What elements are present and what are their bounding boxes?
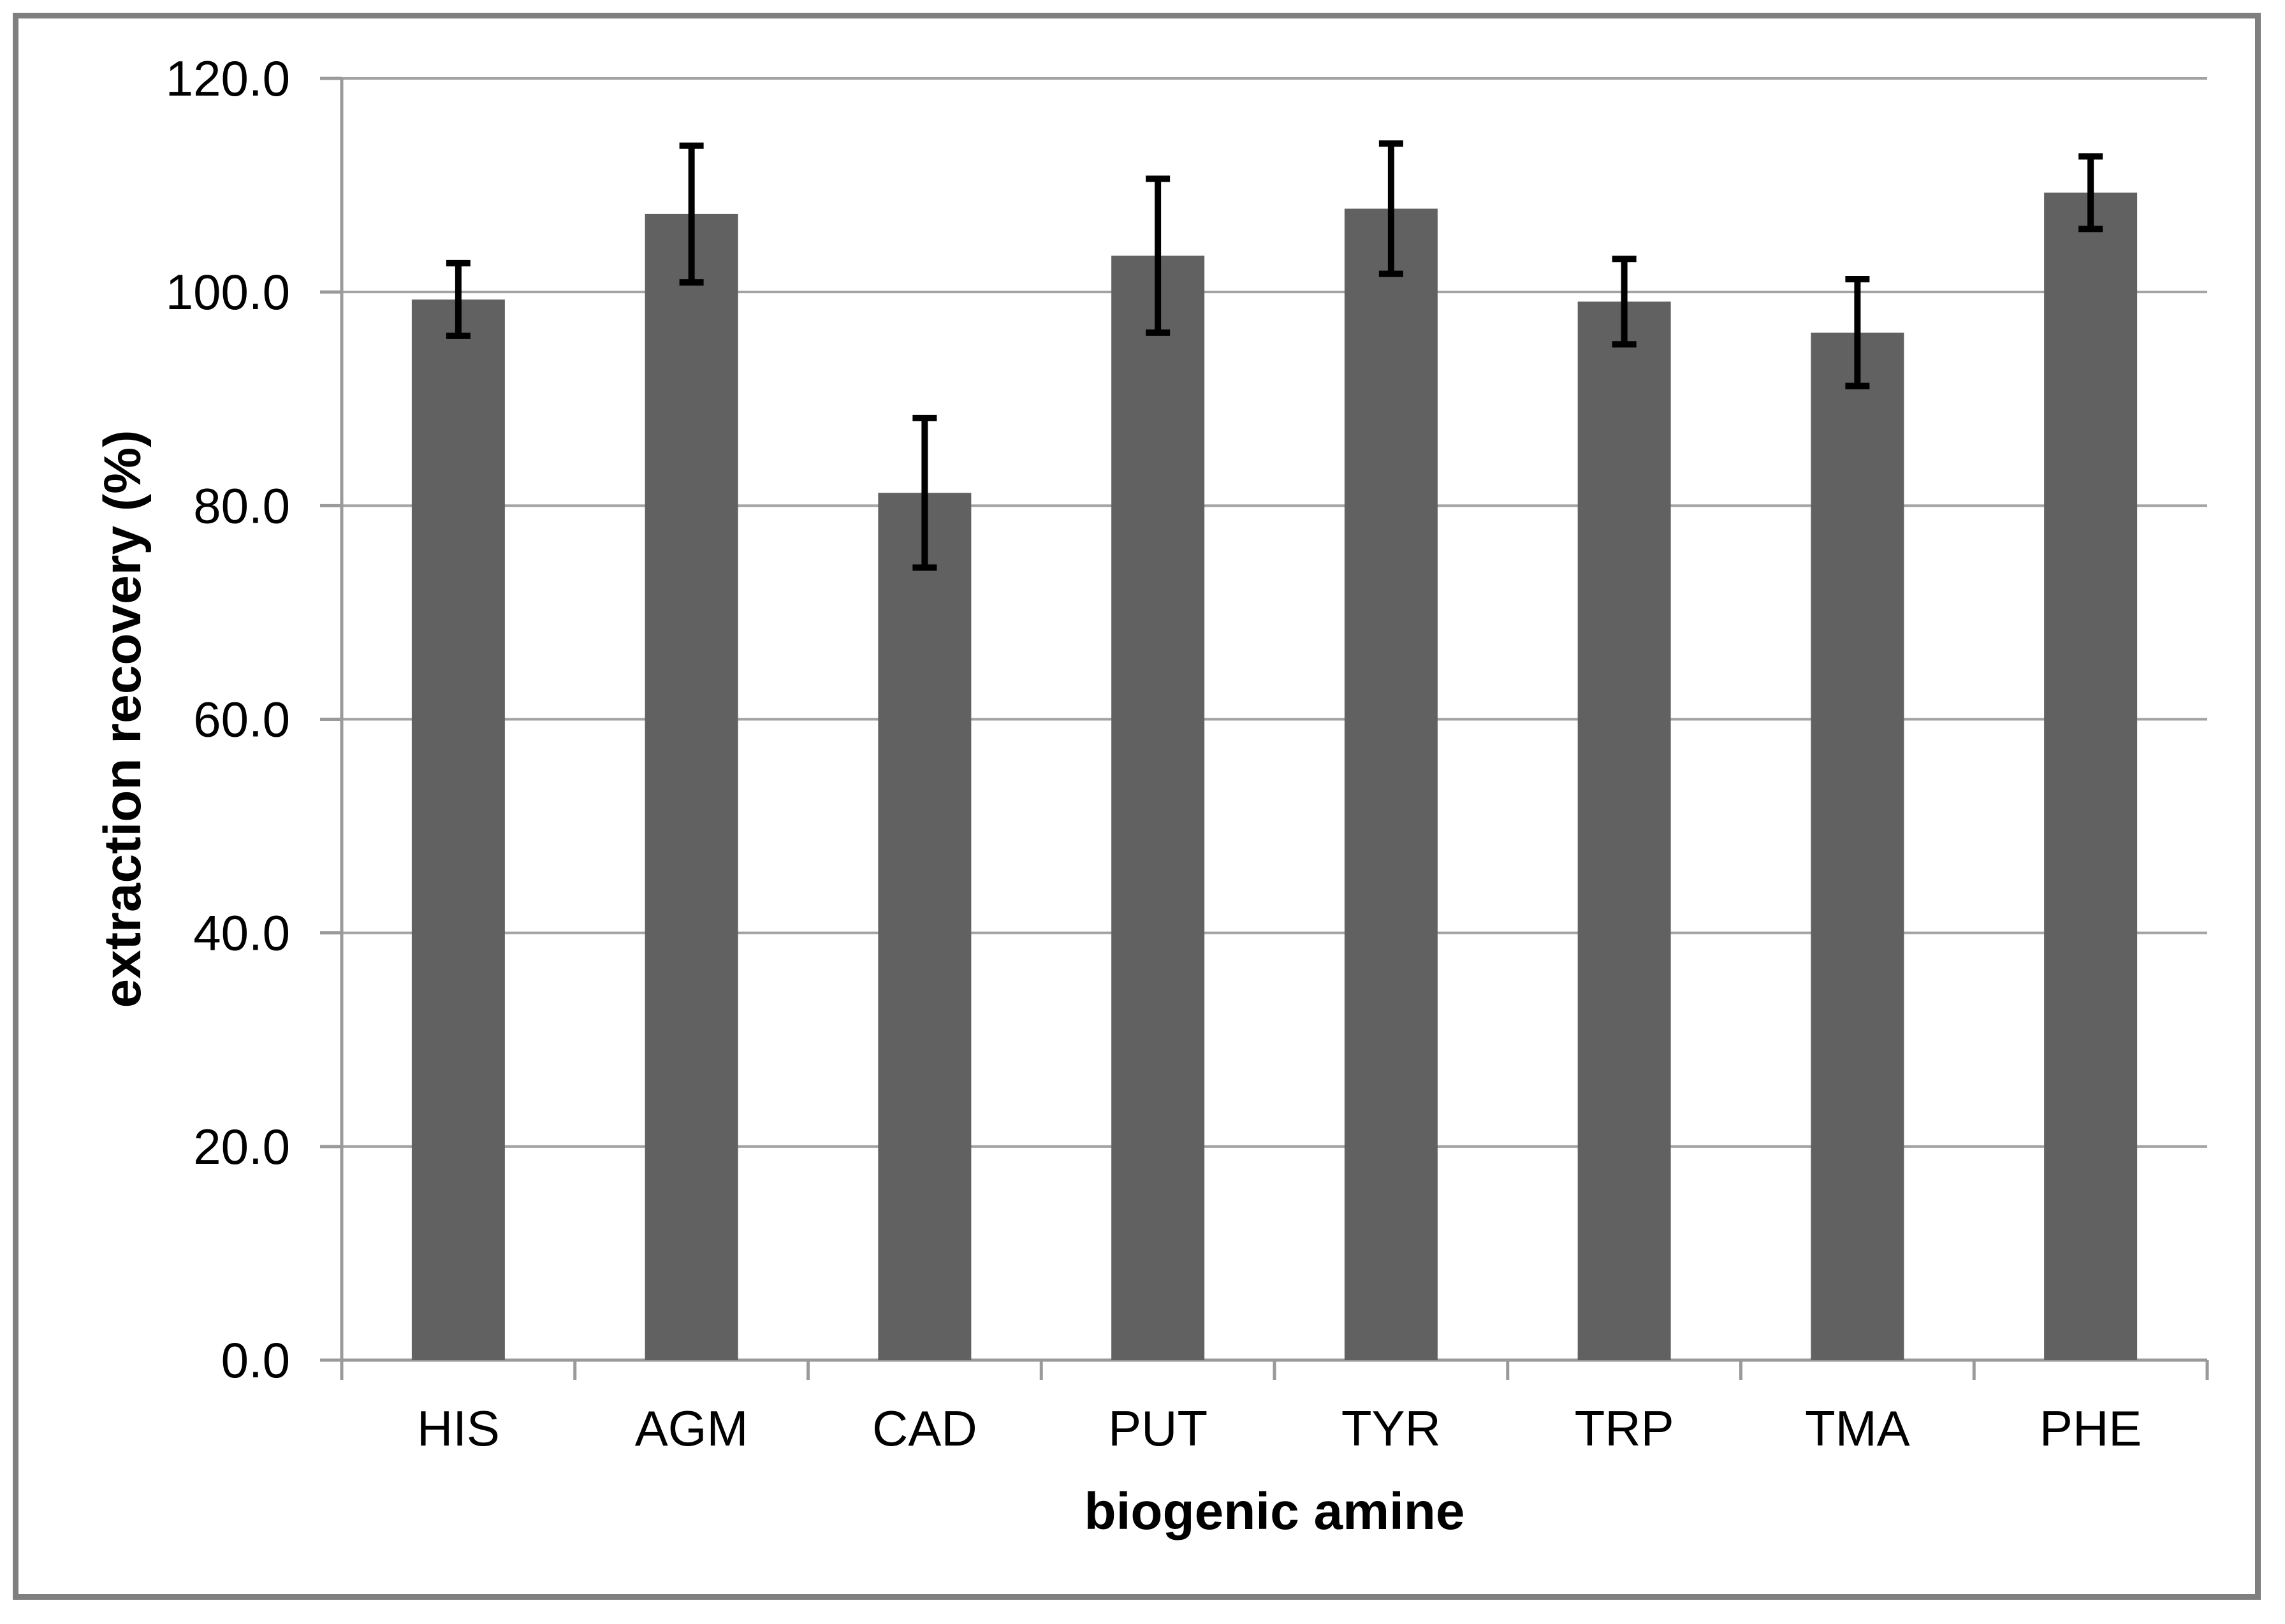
y-tick-label: 100.0 xyxy=(166,264,290,320)
bar-TYR xyxy=(1344,208,1438,1360)
y-tick-label: 20.0 xyxy=(193,1119,290,1175)
y-tick-label: 40.0 xyxy=(193,905,290,961)
category-label-PUT: PUT xyxy=(1108,1400,1208,1456)
bar-PUT xyxy=(1111,256,1205,1360)
bar-PHE xyxy=(2044,192,2138,1360)
category-label-CAD: CAD xyxy=(872,1400,977,1456)
bar-TMA xyxy=(1811,332,1904,1360)
y-axis-title: extraction recovery (%) xyxy=(94,430,152,1008)
bar-AGM xyxy=(645,214,738,1361)
y-tick-label: 80.0 xyxy=(193,477,290,533)
category-label-PHE: PHE xyxy=(2040,1400,2142,1456)
category-label-TYR: TYR xyxy=(1341,1400,1441,1456)
bar-HIS xyxy=(411,299,505,1361)
bar-TRP xyxy=(1577,301,1671,1361)
category-label-TRP: TRP xyxy=(1575,1400,1674,1456)
y-tick-label: 0.0 xyxy=(221,1332,290,1388)
x-axis-title: biogenic amine xyxy=(1084,1483,1465,1541)
y-tick-label: 60.0 xyxy=(193,692,290,748)
category-label-TMA: TMA xyxy=(1805,1400,1910,1456)
bar-CAD xyxy=(878,493,972,1360)
category-label-AGM: AGM xyxy=(635,1400,748,1456)
y-tick-label: 120.0 xyxy=(166,50,290,106)
category-label-HIS: HIS xyxy=(417,1400,500,1456)
